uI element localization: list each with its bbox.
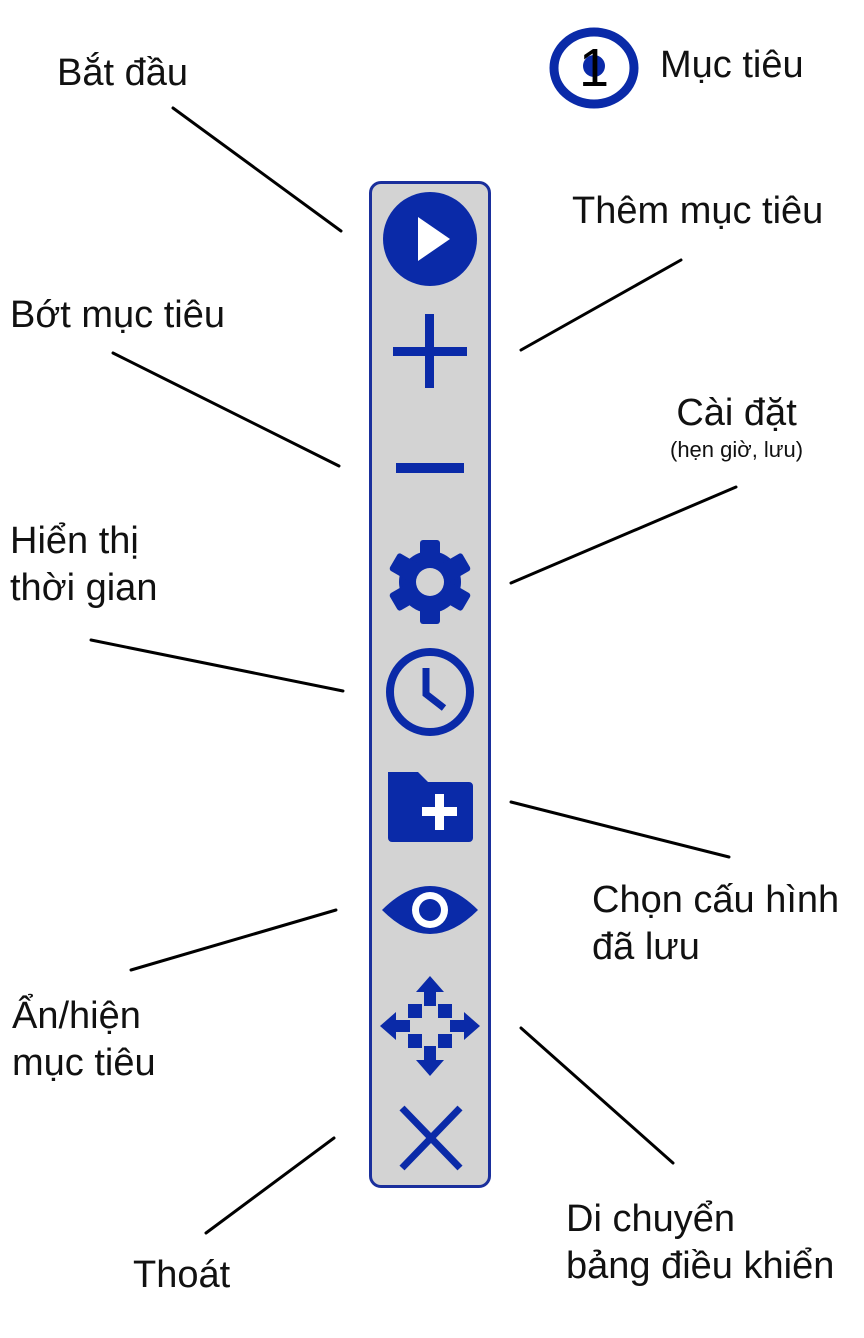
leader-line-add-target (519, 258, 683, 352)
label-load-config-line1: Chọn cấu hình (592, 879, 840, 921)
label-settings-note: (hẹn giờ, lưu) (670, 437, 804, 462)
add-target-button[interactable] (372, 301, 488, 401)
label-load-config-line2: đã lưu (592, 926, 700, 968)
move-panel-button[interactable] (372, 976, 488, 1076)
start-button[interactable] (372, 188, 488, 288)
legend-label: Mục tiêu (660, 44, 804, 86)
leader-line-exit (204, 1136, 336, 1235)
leader-line-show-time (89, 638, 345, 693)
target-marker-number: 1 (578, 38, 610, 98)
label-remove-target: Bớt mục tiêu (10, 294, 225, 336)
label-add-target: Thêm mục tiêu (572, 190, 824, 232)
close-icon (399, 1105, 463, 1171)
label-move-panel-line2: bảng điều khiển (566, 1245, 835, 1287)
leader-line-move-panel (519, 1026, 675, 1165)
settings-button[interactable] (372, 532, 488, 632)
label-settings: Cài đặt (hẹn giờ, lưu) (670, 390, 803, 463)
label-toggle-targets-line1: Ẩn/hiện (12, 995, 141, 1037)
folder-add-icon (388, 772, 473, 842)
label-move-panel-line1: Di chuyển (566, 1198, 735, 1240)
move-arrows-icon (380, 976, 480, 1076)
leader-line-toggle-targets (129, 908, 338, 972)
leader-line-remove-target (111, 351, 341, 468)
exit-button[interactable] (372, 1088, 488, 1188)
label-show-time-line1: Hiển thị (10, 520, 139, 562)
eye-icon (382, 886, 478, 934)
clock-icon (386, 648, 474, 736)
control-panel (369, 181, 491, 1188)
leader-line-load-config (509, 800, 731, 859)
label-toggle-targets-line2: mục tiêu (12, 1042, 156, 1084)
leader-line-settings (509, 485, 738, 585)
target-marker-icon (549, 27, 639, 109)
label-settings-title: Cài đặt (676, 392, 797, 434)
remove-target-button[interactable] (372, 418, 488, 518)
load-config-button[interactable] (372, 758, 488, 858)
label-show-time-line2: thời gian (10, 567, 158, 609)
gear-icon (389, 540, 471, 624)
leader-line-start (171, 106, 343, 233)
label-start: Bắt đầu (57, 52, 188, 94)
minus-icon (396, 463, 464, 473)
label-exit: Thoát (133, 1254, 231, 1296)
show-time-button[interactable] (372, 642, 488, 742)
plus-icon (393, 314, 467, 388)
play-icon (383, 192, 477, 286)
toggle-targets-button[interactable] (372, 860, 488, 960)
